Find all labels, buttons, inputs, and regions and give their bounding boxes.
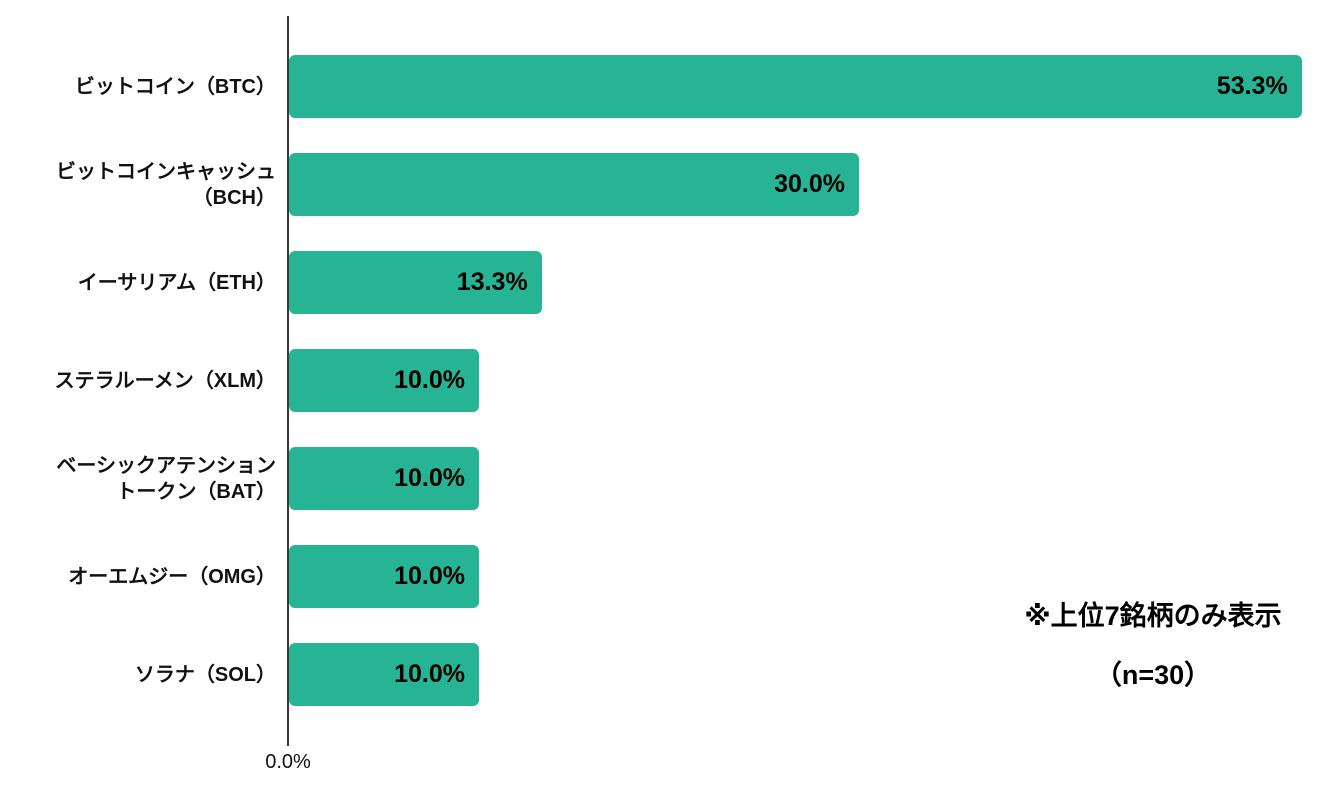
category-label: ビットコインキャッシュ （BCH） — [56, 160, 276, 209]
bar: 10.0% — [289, 643, 479, 706]
annotation-line-2: （n=30） — [1094, 660, 1212, 691]
bar-value-label: 30.0% — [774, 170, 845, 198]
bar-value-label: 10.0% — [394, 660, 465, 688]
chart-row: オーエムジー（OMG） 10.0% — [0, 545, 1326, 608]
bar-value-label: 10.0% — [394, 464, 465, 492]
x-axis-tick-label: 0.0% — [265, 751, 311, 773]
bar: 53.3% — [289, 55, 1302, 118]
chart-rows: ビットコイン（BTC） 53.3% ビットコインキャッシュ （BCH） 30.0… — [0, 55, 1326, 706]
category-label: ソラナ（SOL） — [134, 663, 276, 686]
chart-row: ビットコインキャッシュ （BCH） 30.0% — [0, 153, 1326, 216]
chart-row: ソラナ（SOL） 10.0% — [0, 643, 1326, 706]
chart-row: ビットコイン（BTC） 53.3% — [0, 55, 1326, 118]
y-axis-line — [287, 16, 289, 746]
chart-annotation: ※上位7銘柄のみ表示 （n=30） — [1024, 600, 1281, 692]
category-label: ビットコイン（BTC） — [74, 75, 276, 98]
chart-row: イーサリアム（ETH） 13.3% — [0, 251, 1326, 314]
category-label: ステラルーメン（XLM） — [54, 369, 276, 392]
chart-row: ステラルーメン（XLM） 10.0% — [0, 349, 1326, 412]
bar-value-label: 13.3% — [456, 268, 528, 296]
bar: 10.0% — [289, 349, 479, 412]
category-label: ベーシックアテンション トークン（BAT） — [56, 454, 276, 503]
category-label: イーサリアム（ETH） — [77, 271, 276, 294]
annotation-line-1: ※上位7銘柄のみ表示 — [1024, 601, 1282, 631]
bar: 13.3% — [289, 251, 542, 314]
bar: 10.0% — [289, 447, 479, 510]
category-label: オーエムジー（OMG） — [68, 565, 276, 588]
bar-value-label: 10.0% — [394, 562, 465, 590]
bar: 30.0% — [289, 153, 859, 216]
bar-value-label: 53.3% — [1216, 72, 1288, 100]
chart-row: ベーシックアテンション トークン（BAT） 10.0% — [0, 447, 1326, 510]
bar-value-label: 10.0% — [394, 366, 465, 394]
bar: 10.0% — [289, 545, 479, 608]
